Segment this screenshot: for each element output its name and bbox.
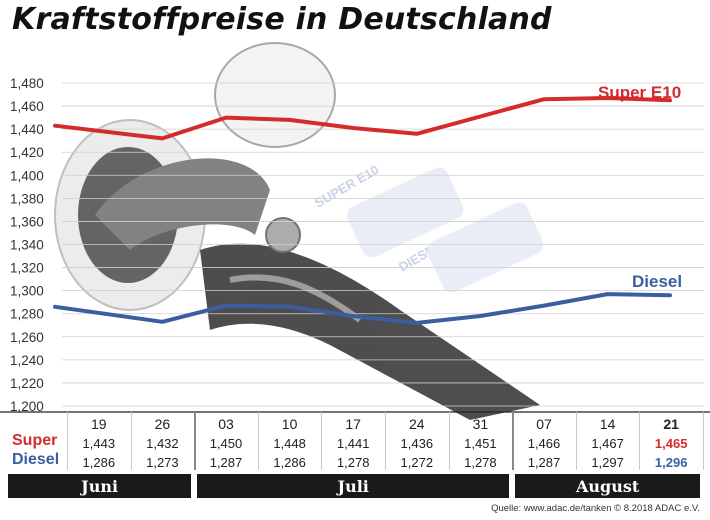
series-label-super-e10: Super E10 xyxy=(598,83,681,102)
y-tick-label: 1,320 xyxy=(10,261,44,276)
pump-display-illustration: SUPER E10 DIESEL xyxy=(312,162,544,293)
y-tick-label: 1,280 xyxy=(10,307,44,322)
y-tick-label: 1,400 xyxy=(10,168,44,183)
y-tick-label: 1,300 xyxy=(10,284,44,299)
y-tick-label: 1,220 xyxy=(10,376,44,391)
series-lines xyxy=(53,96,672,325)
y-tick-label: 1,480 xyxy=(10,76,44,91)
month-label: August xyxy=(515,474,700,498)
gridlines xyxy=(0,82,710,413)
y-tick-label: 1,440 xyxy=(10,122,44,137)
month-label: Juni xyxy=(8,474,192,498)
y-tick-label: 1,420 xyxy=(10,145,44,160)
chart-title: Kraftstoffpreise in Deutschland xyxy=(12,2,552,37)
series-line-super-e10 xyxy=(53,96,672,141)
y-tick-label: 1,200 xyxy=(10,399,44,414)
series-line-diesel xyxy=(53,292,672,325)
series-label-diesel: Diesel xyxy=(632,272,682,291)
y-tick-label: 1,360 xyxy=(10,214,44,229)
month-label: Juli xyxy=(197,474,510,498)
y-tick-label: 1,380 xyxy=(10,191,44,206)
y-tick-label: 1,340 xyxy=(10,238,44,253)
y-tick-label: 1,260 xyxy=(10,330,44,345)
source-note: Quelle: www.adac.de/tanken © 8.2018 ADAC… xyxy=(491,503,700,514)
y-axis: 1,200 1,220 1,240 1,260 1,280 1,300 1,320 1,340… xyxy=(10,76,44,414)
y-tick-label: 1,240 xyxy=(10,353,44,368)
y-tick-label: 1,460 xyxy=(10,99,44,114)
